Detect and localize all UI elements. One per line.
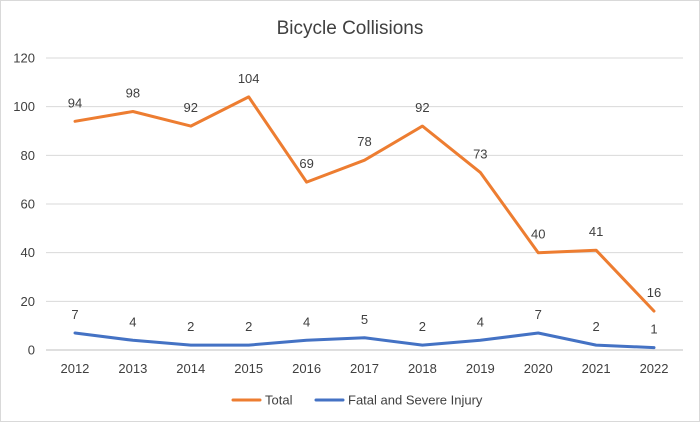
- legend-label: Total: [265, 393, 293, 408]
- data-label: 2: [187, 319, 194, 334]
- y-tick-label: 0: [28, 343, 35, 358]
- data-label: 40: [531, 227, 545, 242]
- data-label: 5: [361, 312, 368, 327]
- x-tick-label: 2022: [640, 361, 669, 376]
- y-tick-label: 80: [21, 148, 35, 163]
- data-label: 4: [477, 314, 484, 329]
- x-tick-label: 2016: [292, 361, 321, 376]
- data-labels: 94 98 92 104 69 78 92 73 40 41 16 7 4 2 2 4 5 2 4 7 2 1: [68, 71, 662, 337]
- y-tick-label: 40: [21, 245, 35, 260]
- data-label: 2: [245, 319, 252, 334]
- data-label: 41: [589, 224, 603, 239]
- data-label: 73: [473, 146, 487, 161]
- legend-label: Fatal and Severe Injury: [348, 393, 483, 408]
- x-tick-label: 2014: [176, 361, 205, 376]
- data-label: 69: [299, 156, 313, 171]
- data-label: 2: [593, 319, 600, 334]
- data-label: 98: [126, 86, 140, 101]
- data-label: 92: [415, 100, 429, 115]
- gridlines: [46, 57, 683, 351]
- y-tick-label: 120: [13, 51, 35, 66]
- x-tick-label: 2017: [350, 361, 379, 376]
- x-tick-label: 2020: [524, 361, 553, 376]
- series-lines: [73, 95, 656, 350]
- data-label: 1: [650, 322, 657, 337]
- data-label: 92: [184, 100, 198, 115]
- chart-title: Bicycle Collisions: [277, 18, 424, 39]
- data-label: 7: [535, 307, 542, 322]
- y-tick-label: 60: [21, 197, 35, 212]
- y-axis-ticks: 0 20 40 60 80 100 120: [13, 51, 35, 358]
- series-line-total: [73, 95, 656, 313]
- data-label: 94: [68, 95, 82, 110]
- series-line-fatal-and-severe-injury: [73, 331, 656, 350]
- x-tick-label: 2013: [118, 361, 147, 376]
- data-label: 4: [303, 314, 310, 329]
- x-tick-label: 2018: [408, 361, 437, 376]
- x-tick-label: 2021: [582, 361, 611, 376]
- data-label: 2: [419, 319, 426, 334]
- data-label: 104: [238, 71, 260, 86]
- x-axis-ticks: 2012 2013 2014 2015 2016 2017 2018 2019 2020 2021…: [60, 361, 668, 376]
- legend: Total Fatal and Severe Injury: [231, 393, 483, 408]
- data-label: 4: [129, 314, 136, 329]
- y-tick-label: 20: [21, 294, 35, 309]
- x-tick-label: 2019: [466, 361, 495, 376]
- x-tick-label: 2012: [60, 361, 89, 376]
- data-label: 7: [71, 307, 78, 322]
- data-label: 78: [357, 134, 371, 149]
- data-label: 16: [647, 285, 661, 300]
- x-tick-label: 2015: [234, 361, 263, 376]
- y-tick-label: 100: [13, 99, 35, 114]
